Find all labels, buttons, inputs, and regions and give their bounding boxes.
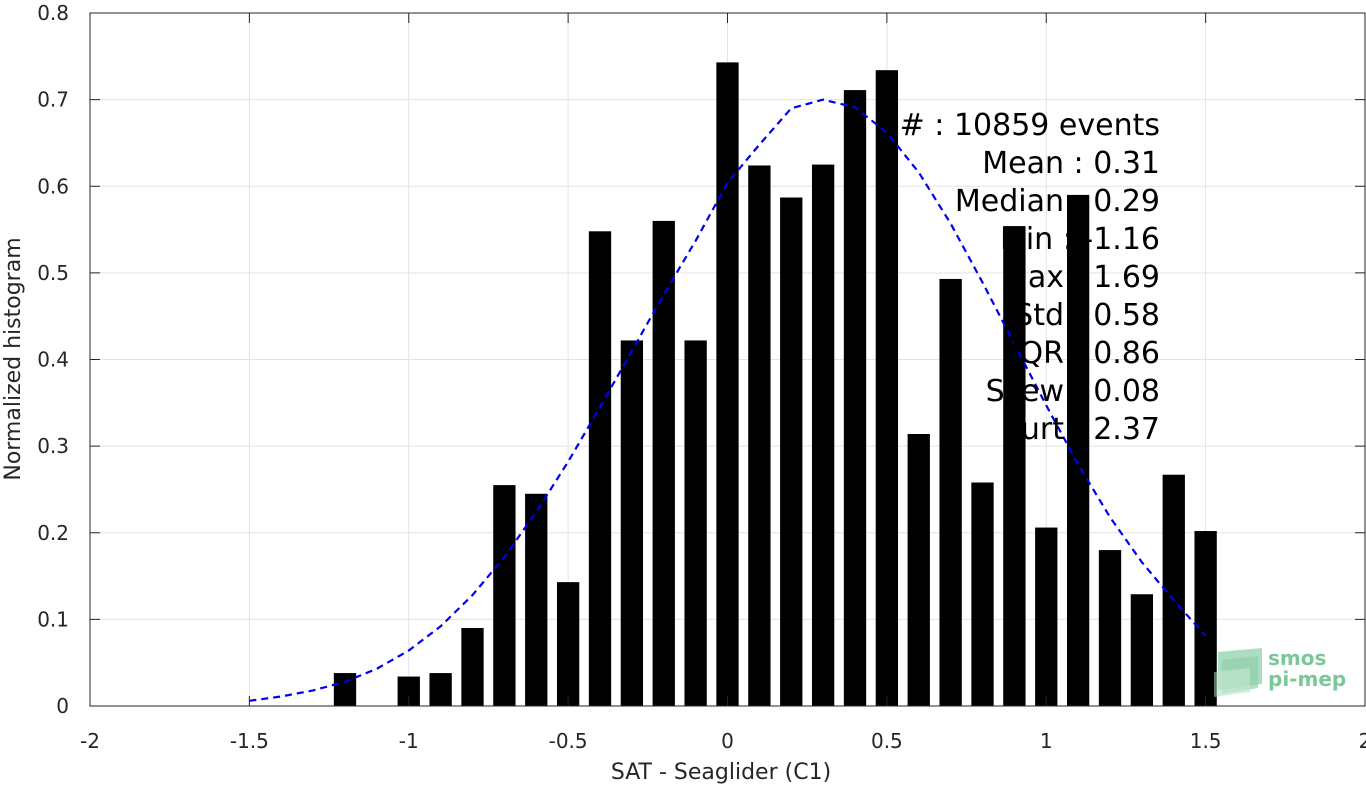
- histogram-bar: [1098, 550, 1122, 706]
- y-tick-labels: 0 0.1 0.2 0.3 0.4 0.5 0.6 0.7 0.8: [37, 1, 69, 718]
- histogram-bar: [1194, 531, 1217, 706]
- histogram-bar: [525, 493, 548, 706]
- fit-curve-group: [249, 98, 1207, 702]
- y-tick-label: 0.4: [37, 348, 69, 372]
- histogram-bar: [780, 197, 803, 707]
- x-tick-label: -0.5: [549, 729, 588, 753]
- x-tick-label: -2: [80, 729, 100, 753]
- histogram-bar: [684, 340, 707, 706]
- y-tick-label: 0.2: [37, 521, 69, 545]
- histogram-bar: [1035, 527, 1058, 706]
- y-axis-label: Normalized histogram: [1, 237, 26, 480]
- x-axis-label: SAT - Seaglider (C1): [611, 760, 831, 785]
- stat-line: # : 10859 events: [900, 108, 1160, 143]
- histogram-bar: [556, 582, 580, 706]
- stat-line: Kurt : 2.37: [1003, 412, 1160, 447]
- stat-line: Skew : 0.08: [986, 374, 1160, 409]
- x-tick-label: 2: [1359, 729, 1366, 753]
- axis-ticks: [89, 12, 1366, 707]
- histogram-bar: [652, 220, 675, 706]
- y-tick-label: 0.3: [37, 434, 69, 458]
- smos-pi-mep-logo: smos pi-mep: [1214, 646, 1346, 697]
- histogram-bar: [620, 340, 644, 706]
- stat-line: Max : 1.69: [1002, 260, 1160, 295]
- histogram-bar: [716, 62, 739, 707]
- stat-line: Mean : 0.31: [982, 146, 1160, 181]
- histogram-bar: [1162, 474, 1185, 706]
- histogram-bar: [971, 482, 994, 706]
- y-tick-label: 0.8: [37, 1, 69, 25]
- histogram-bar: [811, 164, 835, 706]
- y-tick-label: 0.1: [37, 607, 69, 631]
- histogram-bars: [333, 62, 1217, 707]
- histogram-bar: [1130, 594, 1154, 706]
- y-tick-label: 0: [56, 694, 69, 718]
- x-tick-label: -1: [399, 729, 419, 753]
- x-tick-labels: -2 -1.5 -1 -0.5 0 0.5 1 1.5 2: [80, 729, 1366, 753]
- histogram-bar: [748, 165, 771, 706]
- histogram-bar: [939, 278, 962, 706]
- stat-line: Std : 0.58: [1014, 298, 1160, 333]
- stat-line: Median : 0.29: [955, 184, 1160, 219]
- histogram-bar: [397, 676, 420, 706]
- logo-emblem-icon: [1214, 648, 1262, 697]
- histogram-bar: [493, 485, 516, 706]
- histogram-bar: [843, 90, 867, 706]
- histogram-bar: [333, 673, 357, 706]
- logo-line-2: pi-mep: [1268, 667, 1346, 691]
- logo-line-1: smos: [1268, 646, 1326, 670]
- histogram-bar: [1003, 226, 1026, 706]
- x-tick-label: 1: [1040, 729, 1053, 753]
- histogram-bar: [588, 231, 612, 707]
- y-tick-label: 0.7: [37, 88, 69, 112]
- histogram-bar: [461, 628, 484, 706]
- x-tick-label: -1.5: [230, 729, 269, 753]
- histogram-bar: [907, 433, 930, 706]
- y-tick-label: 0.5: [37, 261, 69, 285]
- stat-line: Min : -1.16: [1000, 222, 1160, 257]
- normal-fit-curve: [249, 98, 1207, 702]
- x-tick-label: 0: [721, 729, 734, 753]
- histogram-bar: [429, 673, 452, 706]
- x-tick-label: 0.5: [871, 729, 903, 753]
- histogram-bar: [1066, 194, 1090, 706]
- y-tick-label: 0.6: [37, 174, 69, 198]
- x-tick-label: 1.5: [1190, 729, 1222, 753]
- stat-line: IQR : 0.86: [1011, 336, 1160, 371]
- histogram-bar: [875, 70, 899, 707]
